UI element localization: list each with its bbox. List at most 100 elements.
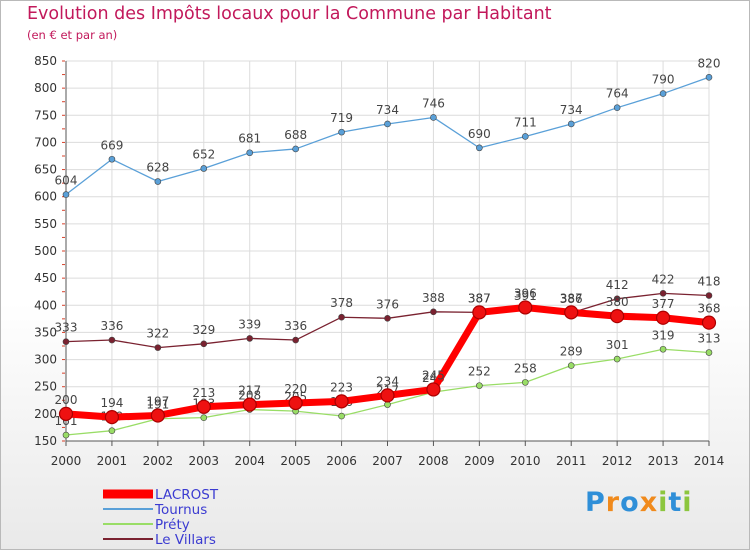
series-lacrost: 200 194 197 213 217 220 223 234 245 387 396 387 380 3… <box>55 286 721 425</box>
data-point-prety <box>200 414 208 421</box>
data-point-lacrost <box>472 305 487 320</box>
data-point-prety <box>613 355 621 363</box>
data-label-tournus: 628 <box>146 161 169 175</box>
data-label-lacrost: 396 <box>514 286 537 300</box>
logo-letter: i <box>682 487 693 518</box>
data-point-prety <box>705 349 713 356</box>
data-point-tournus <box>62 191 70 198</box>
logo-letter: i <box>658 487 669 518</box>
data-label-lacrost: 377 <box>652 297 675 311</box>
legend-label-prety: Préty <box>155 517 190 533</box>
y-tick-label: 500 <box>34 244 57 258</box>
data-label-tournus: 719 <box>330 111 353 125</box>
y-tick-label: 450 <box>34 271 57 285</box>
data-label-prety: 313 <box>698 332 721 346</box>
y-tick-label: 250 <box>34 380 57 394</box>
data-label-tournus: 688 <box>284 128 307 142</box>
data-label-lacrost: 200 <box>55 393 78 407</box>
y-tick-label: 600 <box>34 190 57 204</box>
data-point-lacrost <box>334 394 349 409</box>
x-tick-label: 2005 <box>280 454 311 468</box>
data-point-tournus <box>384 120 391 128</box>
data-label-le-villars: 336 <box>284 319 307 333</box>
data-point-tournus <box>705 73 713 81</box>
logo-letter: o <box>620 487 640 518</box>
data-point-lacrost <box>426 382 441 397</box>
data-label-tournus: 690 <box>468 127 491 141</box>
data-label-lacrost: 213 <box>192 386 215 400</box>
x-tick-label: 2003 <box>189 454 220 468</box>
x-tick-label: 2011 <box>556 454 587 468</box>
data-label-tournus: 604 <box>55 174 78 188</box>
y-tick-label: 650 <box>34 163 57 177</box>
data-label-le-villars: 412 <box>606 278 629 292</box>
legend-label-le-villars: Le Villars <box>155 532 216 548</box>
data-label-lacrost: 368 <box>698 302 721 316</box>
data-label-le-villars: 418 <box>698 275 721 289</box>
chart-subtitle: (en € et par an) <box>27 28 118 42</box>
data-point-lacrost <box>655 310 671 325</box>
data-label-le-villars: 333 <box>55 321 78 335</box>
data-point-tournus <box>154 178 162 185</box>
y-tick-label: 800 <box>34 81 57 95</box>
chart-title: Evolution des Impôts locaux pour la Comm… <box>27 4 552 24</box>
data-label-prety: 191 <box>146 398 169 412</box>
x-tick-label: 2008 <box>418 454 449 468</box>
data-point-prety <box>521 379 529 386</box>
data-point-lacrost <box>610 309 625 324</box>
logo-letter: r <box>605 487 621 518</box>
data-label-tournus: 734 <box>560 103 583 117</box>
data-point-tournus <box>338 128 345 136</box>
data-point-le-villars <box>430 308 437 316</box>
y-tick-label: 150 <box>34 434 57 448</box>
data-point-lacrost <box>380 388 395 403</box>
data-point-tournus <box>521 133 529 140</box>
data-label-prety: 208 <box>238 389 261 403</box>
data-label-prety: 319 <box>652 328 675 342</box>
data-point-le-villars <box>613 295 621 303</box>
data-label-le-villars: 387 <box>468 291 491 305</box>
data-label-le-villars: 422 <box>652 272 675 286</box>
data-point-lacrost <box>196 399 211 414</box>
data-point-prety <box>62 431 70 439</box>
data-label-le-villars: 336 <box>100 319 123 333</box>
data-label-tournus: 764 <box>606 87 629 101</box>
data-point-tournus <box>200 165 208 172</box>
logo-letter: x <box>639 487 659 518</box>
y-tick-label: 550 <box>34 217 57 231</box>
data-label-lacrost: 197 <box>146 394 169 408</box>
data-label-lacrost: 380 <box>606 295 629 309</box>
data-point-prety <box>567 362 575 369</box>
data-point-le-villars <box>108 336 116 344</box>
logo-letter: P <box>585 487 606 518</box>
data-label-lacrost: 220 <box>284 382 307 396</box>
data-label-tournus: 669 <box>100 138 123 152</box>
x-tick-label: 2002 <box>143 454 174 468</box>
data-point-tournus <box>430 114 437 121</box>
data-point-le-villars <box>292 336 299 344</box>
data-point-le-villars <box>246 335 254 342</box>
data-point-prety <box>476 382 483 389</box>
y-tick-label: 200 <box>34 407 57 421</box>
data-label-prety: 301 <box>606 338 629 352</box>
data-point-lacrost <box>518 300 533 315</box>
data-point-tournus <box>476 144 483 152</box>
data-label-le-villars: 388 <box>422 291 445 305</box>
data-label-prety: 252 <box>468 365 491 379</box>
data-label-lacrost: 194 <box>100 396 123 410</box>
data-label-le-villars: 322 <box>146 327 169 341</box>
data-label-tournus: 820 <box>698 56 721 70</box>
proxiti-logo[interactable]: Proxiti <box>585 487 693 518</box>
data-label-le-villars: 329 <box>192 323 215 337</box>
data-point-prety <box>659 345 667 353</box>
x-tick-label: 2012 <box>602 454 633 468</box>
legend-label-lacrost: LACROST <box>155 487 219 503</box>
data-point-le-villars <box>338 313 345 321</box>
x-tick-label: 2014 <box>694 454 725 468</box>
x-tick-label: 2000 <box>51 454 82 468</box>
data-label-lacrost: 387 <box>560 291 583 305</box>
x-tick-label: 2010 <box>510 454 541 468</box>
data-label-le-villars: 391 <box>514 289 537 303</box>
